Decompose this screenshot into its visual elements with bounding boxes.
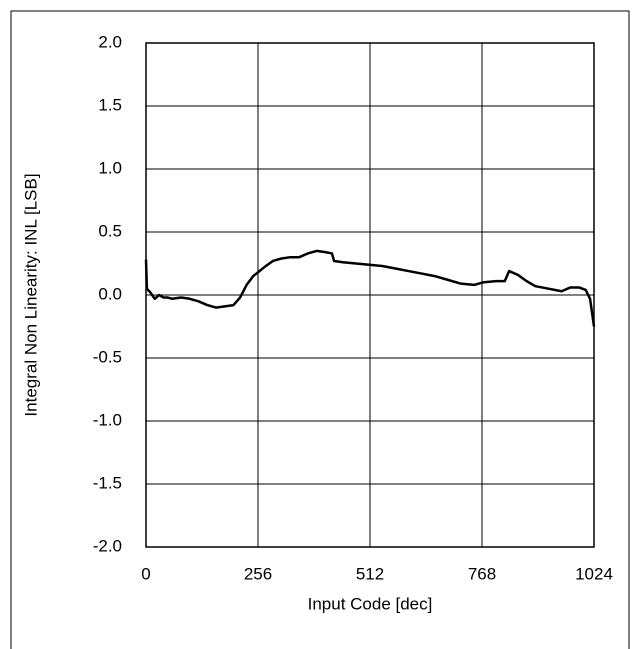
- y-tick-label: -2.0: [93, 536, 122, 555]
- x-tick-label: 0: [141, 564, 150, 583]
- y-tick-label: 1.5: [98, 95, 122, 114]
- data-line: [144, 249, 596, 327]
- x-tick-label: 256: [244, 564, 272, 583]
- plot-border: [145, 42, 595, 548]
- frame: [10, 10, 630, 649]
- x-axis-title: Input Code [dec]: [308, 594, 433, 613]
- x-tick-label: 1024: [575, 564, 613, 583]
- x-tick-label: 768: [468, 564, 496, 583]
- y-tick-label: -0.5: [93, 347, 122, 366]
- y-tick-label: 1.0: [98, 158, 122, 177]
- y-tick-label: -1.5: [93, 473, 122, 492]
- y-tick-label: 0.0: [98, 284, 122, 303]
- y-tick-label: 2.0: [98, 32, 122, 51]
- y-tick-label: -1.0: [93, 410, 122, 429]
- y-axis-title: Integral Non Linearity: INL [LSB]: [21, 173, 40, 416]
- y-tick-label: 0.5: [98, 221, 122, 240]
- x-tick-label: 512: [356, 564, 384, 583]
